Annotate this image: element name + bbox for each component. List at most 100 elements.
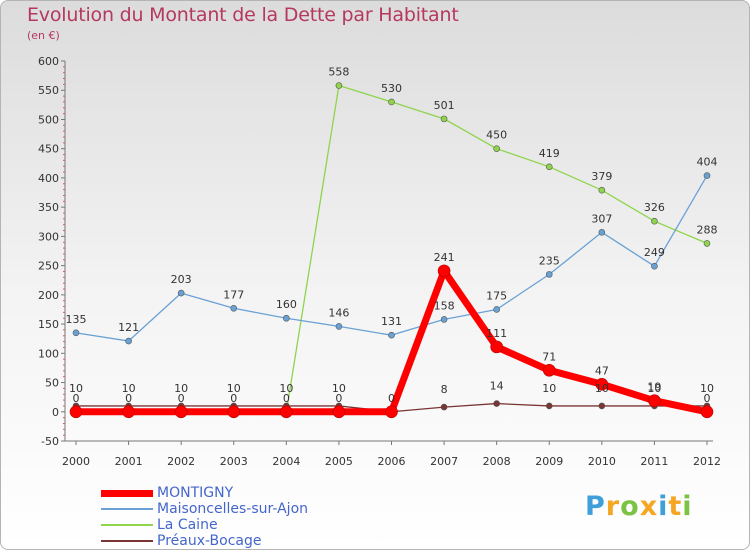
series-point-0 [385, 405, 398, 419]
series-lines [75, 84, 708, 416]
data-label-1: 404 [697, 156, 718, 169]
x-tick-label: 2011 [640, 455, 668, 468]
data-label-2: 558 [328, 66, 349, 79]
data-label-1: 307 [591, 212, 612, 225]
legend-label: La Caine [157, 517, 218, 533]
series-point-2 [703, 240, 711, 247]
data-label-0: 241 [434, 251, 455, 264]
data-label-0: 111 [486, 327, 507, 340]
y-tick-label: 350 [38, 201, 59, 214]
series-line-2 [76, 84, 708, 413]
series-point-0 [700, 405, 714, 419]
series-point-0 [280, 405, 293, 419]
series-point-1 [283, 314, 290, 322]
data-label-2: 450 [486, 129, 507, 142]
data-label-1: 235 [539, 254, 560, 267]
x-tick-label: 2003 [220, 455, 248, 468]
data-label-1: 121 [118, 321, 139, 334]
series-point-1 [388, 331, 395, 339]
data-label-0: 71 [542, 350, 556, 363]
data-label-3: 10 [595, 382, 609, 395]
data-label-3: 10 [647, 382, 661, 395]
y-tick-label: 100 [38, 347, 59, 360]
series-point-0 [437, 264, 451, 278]
series-point-1 [545, 271, 553, 278]
series-points [69, 82, 714, 419]
legend-swatch [101, 540, 153, 542]
x-tick-label: 2012 [693, 455, 721, 468]
y-tick-label: 0 [52, 406, 59, 419]
logo-letter: t [668, 491, 683, 522]
data-label-3: 10 [174, 382, 188, 395]
proxiti-logo: Proxiti [585, 491, 693, 522]
data-label-1: 158 [434, 299, 455, 312]
series-point-2 [440, 115, 448, 123]
data-label-1: 175 [486, 289, 507, 302]
series-point-2 [388, 98, 395, 106]
series-point-1 [125, 337, 132, 345]
data-label-2: 501 [434, 99, 455, 112]
data-label-3: 8 [441, 383, 448, 396]
x-tick-label: 2008 [483, 455, 511, 468]
legend-swatch [101, 524, 153, 526]
y-tick-label: 600 [38, 55, 59, 68]
series-point-2 [651, 217, 658, 225]
y-tick-label: 150 [38, 318, 59, 331]
series-point-3 [440, 403, 448, 411]
data-label-2: 288 [697, 223, 718, 236]
data-label-0: 47 [595, 364, 609, 377]
data-label-0: 0 [178, 392, 185, 405]
series-point-0 [542, 363, 556, 377]
chart-subtitle: (en €) [27, 29, 60, 42]
data-label-2: 419 [539, 147, 560, 160]
series-point-0 [332, 405, 346, 419]
series-point-0 [227, 405, 241, 419]
x-tick-label: 2009 [535, 455, 563, 468]
data-label-0: 0 [125, 392, 132, 405]
y-tick-label: -50 [41, 435, 59, 448]
data-label-3: 10 [122, 382, 136, 395]
data-label-3: 10 [700, 382, 714, 395]
y-tick-label: 450 [38, 143, 59, 156]
series-point-1 [335, 323, 343, 330]
data-label-1: 135 [66, 313, 87, 326]
series-point-0 [69, 405, 83, 419]
data-label-0: 0 [335, 392, 342, 405]
data-label-1: 203 [171, 273, 192, 286]
series-point-0 [648, 394, 661, 407]
legend-swatch [101, 489, 153, 497]
legend-label: Préaux-Bocage [157, 533, 262, 549]
series-point-0 [490, 340, 503, 354]
x-tick-label: 2005 [325, 455, 353, 468]
data-label-3: 10 [542, 382, 556, 395]
data-label-0: 19 [647, 381, 661, 394]
y-tick-label: 500 [38, 113, 59, 126]
x-tick-label: 2006 [378, 455, 406, 468]
series-point-1 [703, 172, 711, 179]
x-tick-label: 2004 [272, 455, 300, 468]
data-label-0: 0 [283, 392, 290, 405]
x-tick-label: 2000 [62, 455, 90, 468]
data-label-3: 10 [227, 382, 241, 395]
y-tick-label: 200 [38, 289, 59, 302]
legend-label: MONTIGNY [157, 485, 234, 501]
legend-item: Maisoncelles-sur-Ajon [101, 501, 308, 517]
series-point-1 [493, 306, 500, 313]
y-tick-label: 300 [38, 230, 59, 243]
logo-letter: o [620, 491, 640, 522]
series-point-3 [545, 402, 553, 410]
series-point-2 [493, 145, 500, 152]
series-point-1 [598, 228, 606, 236]
series-line-0 [76, 267, 708, 416]
logo-letter: i [658, 491, 669, 522]
x-tick-label: 2007 [430, 455, 458, 468]
series-point-2 [335, 82, 343, 89]
data-label-0: 0 [704, 392, 711, 405]
series-point-0 [122, 405, 135, 419]
series-data-labels: 0 0 0 0 0 0 0 241 111 71 47 19 0 135 121 203 177 160 146 13… [66, 66, 718, 405]
y-tick-label: 50 [45, 377, 59, 390]
chart-axes: -500501001502002503003504004505005506002… [38, 55, 721, 468]
legend-item: Préaux-Bocage [101, 533, 262, 549]
